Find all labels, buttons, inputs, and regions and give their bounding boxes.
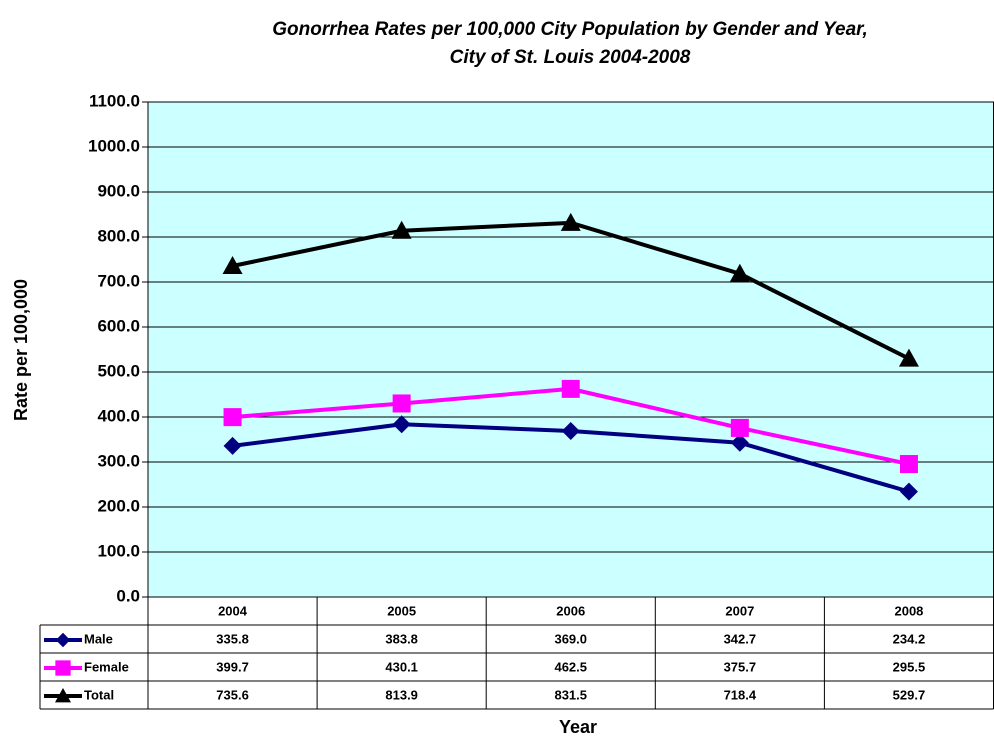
table-value: 718.4 — [724, 687, 757, 702]
marker — [899, 455, 918, 474]
y-tick-label: 300.0 — [97, 451, 140, 470]
marker — [899, 482, 918, 501]
marker — [561, 379, 580, 398]
table-value: 399.7 — [216, 659, 249, 674]
table-value: 335.8 — [216, 631, 249, 646]
y-tick-label: 800.0 — [97, 226, 140, 245]
legend-marker — [55, 632, 71, 648]
marker — [223, 408, 242, 427]
legend-label: Total — [84, 687, 114, 702]
table-value: 430.1 — [385, 659, 418, 674]
legend-marker — [55, 688, 71, 703]
table-value: 383.8 — [385, 631, 418, 646]
marker — [391, 220, 412, 239]
marker — [560, 212, 581, 231]
legend-label: Male — [84, 631, 113, 646]
y-tick-label: 1000.0 — [88, 136, 140, 155]
x-axis-label: Year — [559, 717, 597, 737]
marker — [222, 255, 243, 274]
table-value: 369.0 — [554, 631, 587, 646]
y-tick-label: 700.0 — [97, 271, 140, 290]
y-tick-label: 500.0 — [97, 361, 140, 380]
x-tick-label: 2005 — [387, 603, 416, 618]
y-tick-label: 900.0 — [97, 181, 140, 200]
x-tick-label: 2004 — [218, 603, 248, 618]
y-tick-label: 100.0 — [97, 541, 140, 560]
chart-title: City of St. Louis 2004-2008 — [450, 47, 691, 68]
table-value: 735.6 — [216, 687, 249, 702]
table-value: 462.5 — [554, 659, 587, 674]
table-value: 295.5 — [893, 659, 926, 674]
table-value: 342.7 — [724, 631, 757, 646]
marker — [561, 421, 580, 440]
y-tick-label: 600.0 — [97, 316, 140, 335]
table-value: 234.2 — [893, 631, 926, 646]
marker — [898, 348, 919, 367]
y-tick-label: 1100.0 — [89, 91, 140, 110]
x-tick-label: 2006 — [556, 603, 585, 618]
marker — [223, 436, 242, 455]
table-value: 813.9 — [385, 687, 418, 702]
x-tick-label: 2008 — [894, 603, 923, 618]
marker — [729, 263, 750, 282]
y-tick-label: 400.0 — [97, 406, 140, 425]
table-value: 831.5 — [554, 687, 587, 702]
chart-title: Gonorrhea Rates per 100,000 City Populat… — [272, 19, 868, 40]
marker — [392, 394, 411, 413]
x-tick-label: 2007 — [725, 603, 754, 618]
legend-label: Female — [84, 659, 129, 674]
legend-marker — [55, 660, 71, 676]
plot-area — [148, 102, 994, 597]
marker — [730, 418, 749, 437]
y-axis-label: Rate per 100,000 — [11, 279, 31, 421]
y-tick-label: 200.0 — [97, 496, 140, 515]
table-value: 375.7 — [724, 659, 757, 674]
y-tick-label: 0.0 — [116, 586, 140, 605]
marker — [730, 433, 749, 452]
table-value: 529.7 — [893, 687, 926, 702]
marker — [392, 415, 411, 434]
